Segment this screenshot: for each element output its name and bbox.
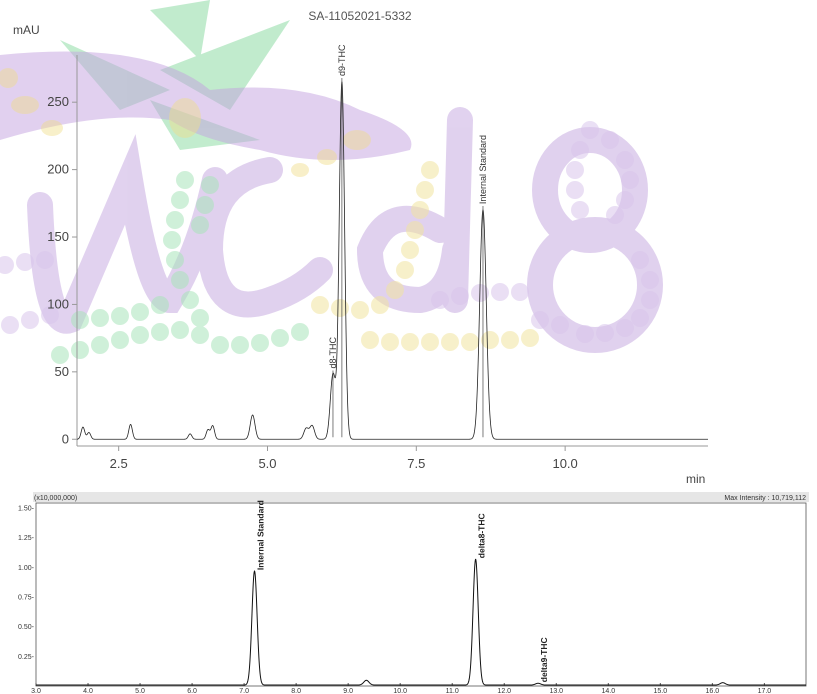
peak-label: Internal Standard [256,500,266,570]
x-axis-unit: min [686,472,705,486]
intensity-scale-label: (x10,000,000) [34,495,77,502]
x-tick-label: 10.0 [393,688,407,694]
x-tick-label: 7.0 [239,688,249,694]
y-tick-label: 1.25- [18,535,35,542]
x-tick-label: 7.5 [407,456,425,471]
x-tick-label: 5.0 [258,456,276,471]
x-tick-label: 3.0 [31,688,41,694]
x-tick-label: 5.0 [135,688,145,694]
chart-header-bar [33,492,809,502]
x-tick-label: 14.0 [601,688,615,694]
x-tick-label: 11.0 [446,688,459,694]
mardi-gras-watermark-image [0,0,663,364]
mask-watermark-icon [0,51,412,160]
x-tick-label: 13.0 [549,688,563,694]
bead-strands [0,121,659,364]
chart-title: SA-11052021-5332 [308,9,412,23]
hplc-chromatogram: SA-11052021-5332 mAU min 0 50 100 150 200 250… [13,9,708,486]
chromatogram-trace [76,81,708,440]
gcms-chromatogram: (x10,000,000) Max Intensity : 10,719,112… [18,492,809,694]
x-tick-label: 10.0 [552,456,577,471]
peak-label: d9-THC [337,44,347,76]
y-tick-label: 0 [62,431,69,446]
chromatogram-trace [36,558,806,686]
y-axis-unit: mAU [13,23,40,37]
x-tick-label: 16.0 [706,688,720,694]
y-tick-label: 1.00- [18,565,35,572]
y-tick-label: 0.25- [18,654,35,661]
y-tick-label: 0.75- [18,595,35,602]
peak-label: delta8-THC [477,513,487,558]
x-tick-label: 4.0 [83,688,93,694]
plot-frame [35,502,807,687]
y-tick-label: 1.50- [18,506,35,513]
peak-label: Internal Standard [478,135,488,204]
x-tick-label: 8.0 [291,688,301,694]
max-intensity-label: Max Intensity : 10,719,112 [724,495,806,502]
x-tick-label: 2.5 [110,456,128,471]
x-tick-label: 17.0 [758,688,772,694]
y-tick-label: 50 [55,364,69,379]
y-tick-label: 0.50- [18,624,35,631]
x-tick-label: 9.0 [343,688,353,694]
peak-label: delta9-THC [539,637,549,682]
y-tick-label: 250 [47,94,69,109]
gem-watermark-icon [0,68,371,177]
peak-label: d8-THC [328,337,338,369]
x-tick-label: 12.0 [497,688,511,694]
y-tick-label: 100 [47,296,69,311]
y-tick-label: 150 [47,229,69,244]
y-tick-label: 200 [47,162,69,177]
x-tick-label: 6.0 [187,688,197,694]
x-tick-label: 15.0 [654,688,668,694]
